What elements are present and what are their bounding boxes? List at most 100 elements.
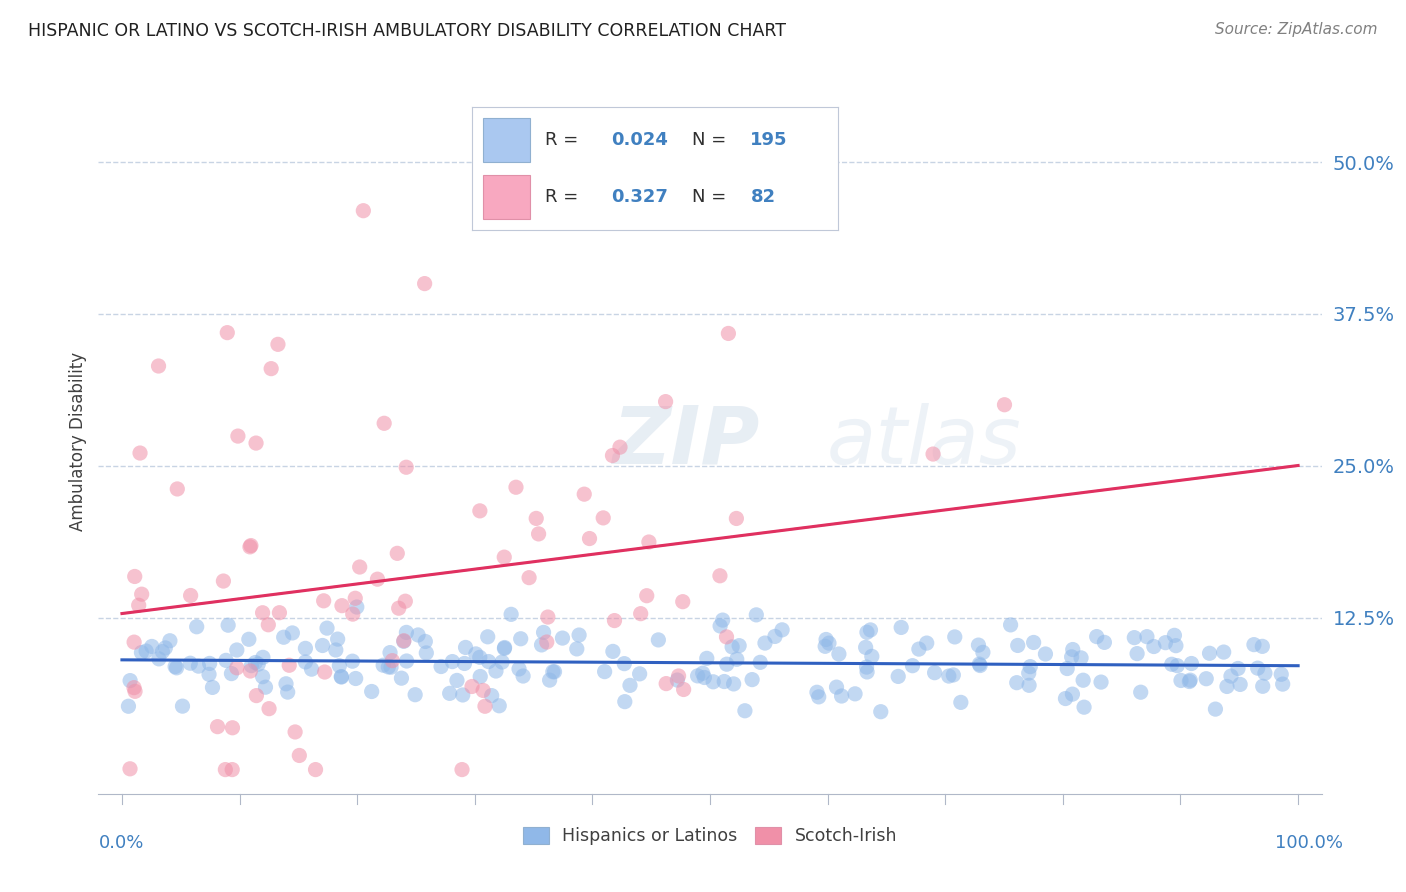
Point	[360, 684, 382, 698]
Point	[711, 613, 734, 627]
Point	[672, 595, 695, 609]
Point	[1251, 679, 1274, 693]
Point	[536, 635, 558, 649]
Point	[124, 569, 146, 583]
Point	[198, 657, 221, 671]
Point	[745, 607, 768, 622]
Point	[1251, 640, 1274, 654]
Point	[312, 594, 335, 608]
Point	[494, 641, 516, 656]
Point	[1160, 657, 1182, 672]
Point	[239, 540, 262, 554]
Point	[967, 638, 990, 652]
Point	[247, 657, 270, 672]
Point	[346, 600, 368, 615]
Point	[856, 665, 879, 679]
Point	[1180, 657, 1202, 671]
Point	[166, 482, 188, 496]
Point	[855, 660, 877, 674]
Point	[1092, 635, 1115, 649]
Point	[179, 657, 201, 671]
Point	[1143, 640, 1166, 654]
Point	[267, 337, 290, 351]
Point	[1060, 649, 1083, 664]
Point	[485, 664, 508, 678]
Point	[592, 511, 614, 525]
Point	[1123, 631, 1146, 645]
Point	[1000, 618, 1022, 632]
Point	[844, 687, 866, 701]
Point	[120, 673, 142, 688]
Point	[388, 601, 411, 615]
Point	[117, 699, 139, 714]
Point	[609, 440, 631, 454]
Point	[451, 688, 474, 702]
Y-axis label: Ambulatory Disability: Ambulatory Disability	[69, 352, 87, 531]
Point	[464, 647, 486, 661]
Point	[509, 632, 531, 646]
Point	[993, 398, 1015, 412]
Point	[828, 647, 851, 661]
Point	[890, 620, 912, 634]
Point	[217, 326, 239, 340]
Point	[524, 511, 547, 525]
Point	[533, 625, 555, 640]
Point	[415, 634, 437, 648]
Point	[551, 631, 574, 645]
Point	[949, 695, 972, 709]
Point	[131, 646, 153, 660]
Point	[517, 571, 540, 585]
Point	[187, 659, 209, 673]
Point	[252, 670, 274, 684]
Point	[638, 535, 661, 549]
Point	[630, 607, 652, 621]
Point	[1229, 677, 1251, 691]
Point	[1005, 675, 1028, 690]
Point	[901, 658, 924, 673]
Point	[477, 630, 499, 644]
Point	[277, 685, 299, 699]
Point	[613, 695, 636, 709]
Point	[380, 660, 402, 674]
Point	[972, 645, 994, 659]
Point	[1136, 630, 1159, 644]
Point	[1070, 651, 1092, 665]
Point	[655, 676, 678, 690]
Point	[716, 630, 738, 644]
Point	[155, 640, 177, 655]
Point	[1247, 661, 1270, 675]
Point	[326, 632, 349, 646]
Point	[225, 643, 247, 657]
Point	[672, 682, 695, 697]
Text: ZIP: ZIP	[612, 402, 759, 481]
Point	[451, 763, 474, 777]
Point	[470, 669, 492, 683]
Point	[603, 614, 626, 628]
Point	[366, 572, 388, 586]
Point	[915, 636, 938, 650]
Point	[239, 539, 262, 553]
Point	[1056, 661, 1078, 675]
Point	[855, 640, 877, 655]
Point	[969, 657, 991, 672]
Point	[815, 632, 838, 647]
Point	[869, 705, 891, 719]
Point	[692, 666, 714, 681]
Point	[481, 689, 503, 703]
Point	[1243, 638, 1265, 652]
Point	[1022, 635, 1045, 649]
Point	[260, 361, 283, 376]
Point	[1090, 675, 1112, 690]
Point	[387, 546, 409, 560]
Point	[159, 633, 181, 648]
Point	[198, 667, 221, 681]
Point	[713, 674, 735, 689]
Point	[301, 662, 323, 676]
Point	[150, 644, 173, 658]
Point	[501, 607, 523, 622]
Text: Source: ZipAtlas.com: Source: ZipAtlas.com	[1215, 22, 1378, 37]
Point	[1164, 639, 1187, 653]
Text: HISPANIC OR LATINO VS SCOTCH-IRISH AMBULATORY DISABILITY CORRELATION CHART: HISPANIC OR LATINO VS SCOTCH-IRISH AMBUL…	[28, 22, 786, 40]
Point	[1220, 669, 1243, 683]
Point	[294, 641, 316, 656]
